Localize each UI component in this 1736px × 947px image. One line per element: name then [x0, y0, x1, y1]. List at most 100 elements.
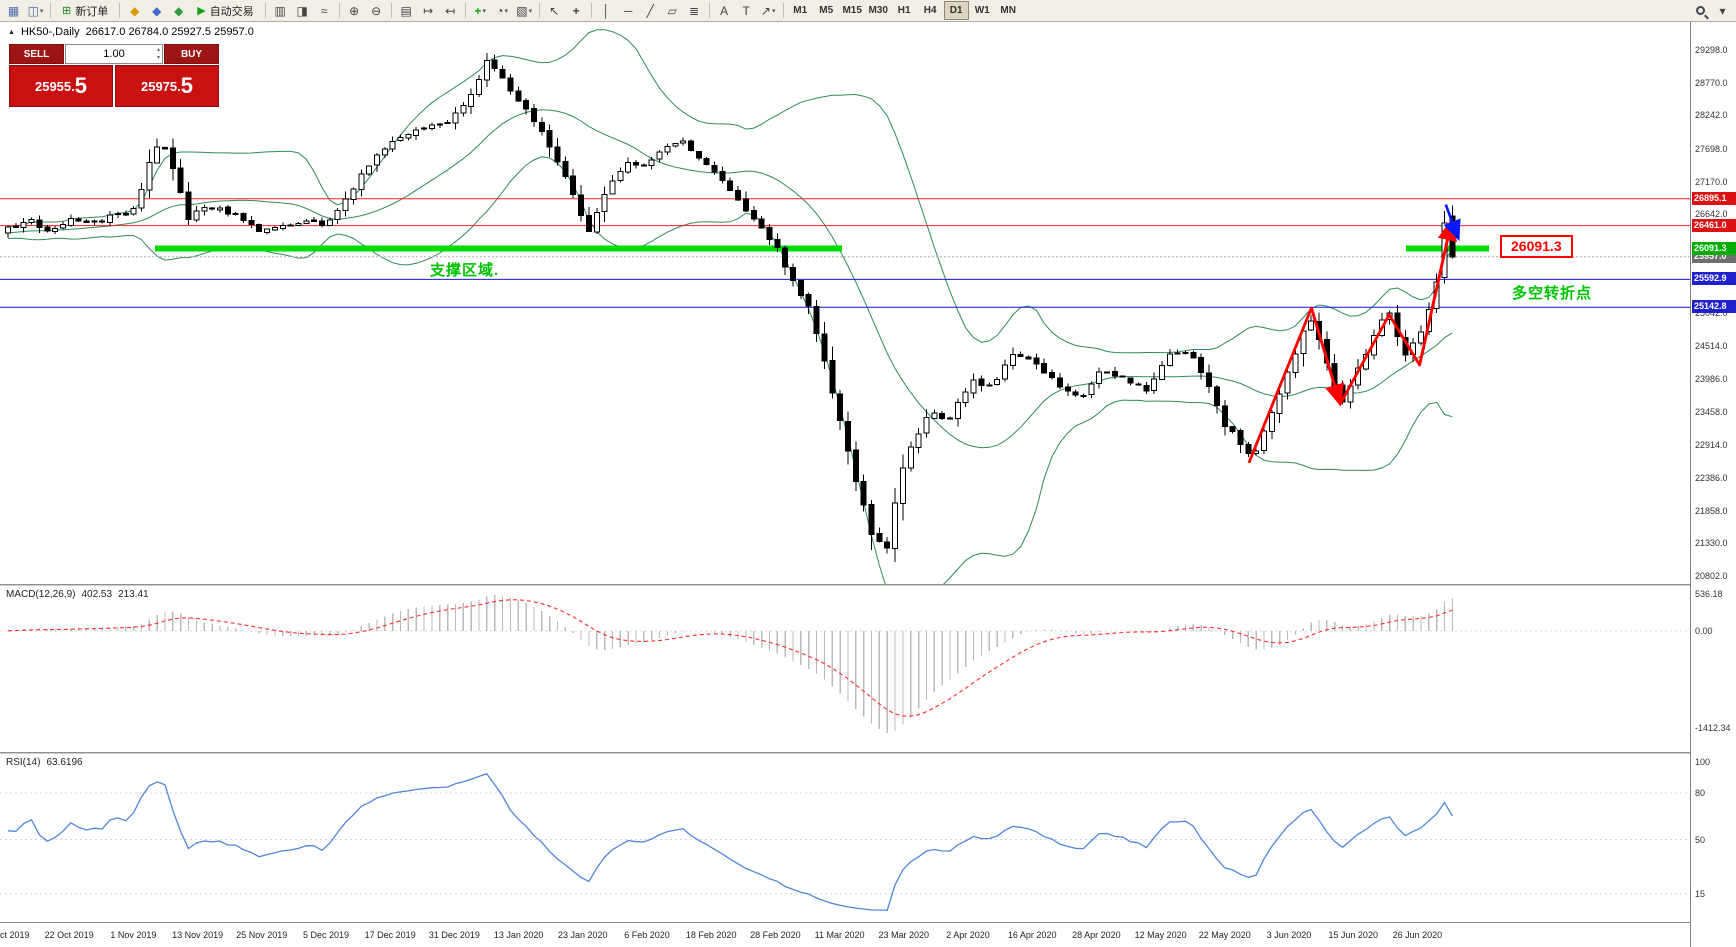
timeframe-m5-button[interactable]: M5 [814, 1, 839, 20]
axis-tick: 25042.0 [1695, 308, 1728, 319]
text-label-icon[interactable]: T [736, 1, 757, 20]
macd-pane[interactable] [0, 586, 1690, 754]
buy-button[interactable]: BUY [164, 44, 219, 64]
date-label: 23 Jan 2020 [558, 930, 608, 940]
chart-title: ▲ HK50-,Daily 26617.0 26784.0 25927.5 25… [8, 26, 254, 38]
axis-tick: 50 [1695, 834, 1706, 845]
timeframe-h1-button[interactable]: H1 [892, 1, 917, 20]
collapse-icon[interactable]: ▲ [8, 28, 15, 36]
crosshair-icon[interactable]: + [566, 1, 587, 20]
date-label: 16 Apr 2020 [1007, 930, 1057, 940]
pane-splitter[interactable] [0, 752, 1690, 754]
toolbar-separator [590, 3, 592, 18]
zoom-out-icon[interactable]: ⊖ [366, 1, 387, 20]
periods-icon[interactable]: ◔ ▾ [492, 1, 513, 20]
axis-tick: 27170.0 [1695, 176, 1728, 187]
line-chart-icon[interactable]: ≈ [314, 1, 335, 20]
rsi-pane[interactable] [0, 754, 1690, 922]
price-badge-26091.3: 26091.3 [1692, 241, 1736, 255]
macd-main-value: 402.53 [81, 589, 113, 600]
timeframe-h4-button[interactable]: H4 [918, 1, 943, 20]
buy-price-button[interactable]: 25975. 5 [115, 65, 219, 107]
stepper-up-icon[interactable]: ▴ [156, 47, 160, 53]
chart-profiles-icon[interactable]: ◫ ▾ [25, 1, 46, 20]
channel-icon[interactable]: ▱ [662, 1, 683, 20]
stepper-down-icon[interactable]: ▾ [156, 55, 160, 61]
volume-stepper[interactable]: ▴ ▾ [157, 46, 160, 62]
support-zone-label[interactable]: 支撑区域. [430, 262, 500, 279]
date-label: 11 Mar 2020 [814, 930, 865, 940]
date-label: 31 Dec 2019 [428, 930, 480, 940]
main-chart[interactable] [0, 22, 1690, 586]
timeframe-m1-button[interactable]: M1 [788, 1, 813, 20]
bar-chart-icon[interactable]: ▥ [270, 1, 291, 20]
cursor-icon[interactable]: ↖ [544, 1, 565, 20]
timeframe-d1-button[interactable]: D1 [943, 1, 969, 20]
toolbar: ▦ ◫ ▾ ⊞ 新订单 ◆ ◆ ◆ ▶ 自动交易 ▥ ◨ ≈ ⊕ ⊖ ▤ ↦ ↤ + ▾ ◔ ▾ ▧ ▾ ↖ + │ ─ ╱ ▱ ≣ A T ↗ ▾… [0, 0, 1736, 22]
text-icon[interactable]: A [714, 1, 735, 20]
candles [5, 53, 1456, 563]
axis-tick: 28770.0 [1695, 77, 1728, 88]
price-badge-26461.0: 26461.0 [1692, 218, 1736, 232]
timeframe-m15-button[interactable]: M15 [840, 1, 865, 20]
axis-tick: 100 [1695, 757, 1711, 767]
pane-splitter[interactable] [0, 584, 1690, 586]
indicators-icon[interactable]: + ▾ [470, 1, 491, 20]
dropdown-arrow-icon: ▾ [39, 7, 44, 15]
new-order-label: 新订单 [75, 5, 109, 18]
dropdown-arrow-icon: ▾ [482, 7, 486, 15]
sell-price-pip: 5 [74, 73, 87, 98]
timeframe-w1-button[interactable]: W1 [970, 1, 995, 20]
tile-windows-icon[interactable]: ▤ [396, 1, 417, 20]
date-label: 3 Jun 2020 [1266, 930, 1312, 940]
horizontal-line-icon[interactable]: ─ [618, 1, 639, 20]
new-order-button[interactable]: ⊞ 新订单 [55, 1, 115, 20]
zoom-in-icon[interactable]: ⊕ [344, 1, 365, 20]
axis-tick: 20802.0 [1695, 570, 1728, 581]
timeframe-mn-button[interactable]: MN [996, 1, 1021, 20]
new-chart-icon[interactable]: ▦ [3, 1, 24, 20]
bollinger-lower-band [7, 156, 1453, 586]
axis-tick: 21330.0 [1695, 538, 1728, 549]
macd-label: MACD(12,26,9) 402.53 213.41 [6, 589, 149, 600]
bollinger-upper-band [7, 29, 1453, 354]
candlestick-chart-icon[interactable]: ◨ [292, 1, 313, 20]
pivot-point-label[interactable]: 多空转折点 [1512, 285, 1593, 302]
toolbar-separator [708, 3, 710, 18]
axis-tick: 26642.0 [1695, 209, 1728, 220]
fibonacci-icon[interactable]: ≣ [684, 1, 705, 20]
signals-icon[interactable]: ◆ [168, 1, 189, 20]
dropdown-arrow-icon: ▾ [504, 7, 509, 15]
trendline-icon[interactable]: ╱ [640, 1, 661, 20]
axis-tick: -1412.34 [1695, 723, 1731, 734]
autotrading-icon: ▶ [197, 5, 206, 17]
timeframe-m30-button[interactable]: M30 [866, 1, 891, 20]
autotrading-button[interactable]: ▶ 自动交易 [190, 1, 260, 20]
auto-scroll-icon[interactable]: ↦ [418, 1, 439, 20]
toolbar-separator [390, 3, 392, 18]
price-tag-26091[interactable]: 26091.3 [1500, 235, 1573, 258]
arrows-icon[interactable]: ↗ ▾ [758, 1, 779, 20]
date-label: 23 Mar 2020 [878, 930, 930, 940]
quick-menu-icon[interactable]: ▾ [1712, 1, 1733, 20]
toolbar-separator [338, 3, 340, 18]
favorites-icon[interactable]: ◆ [124, 1, 145, 20]
sell-price-button[interactable]: 25955. 5 [9, 65, 113, 107]
chart-shift-icon[interactable]: ↤ [440, 1, 461, 20]
date-label: 6 Feb 2020 [624, 930, 670, 940]
volume-field[interactable]: 1.00 ▴ ▾ [65, 44, 163, 64]
price-badge-25592.9: 25592.9 [1692, 272, 1736, 286]
toolbar-separator [538, 3, 540, 18]
ohlc-values: 26617.0 26784.0 25927.5 25957.0 [85, 26, 254, 38]
toolbar-separator [119, 3, 121, 18]
rsi-line [7, 773, 1453, 911]
templates-icon[interactable]: ▧ ▾ [514, 1, 535, 20]
search-icon[interactable] [1690, 1, 1711, 20]
market-icon[interactable]: ◆ [146, 1, 167, 20]
toolbar-separator [464, 3, 466, 18]
symbol-period-label: HK50-,Daily [20, 26, 80, 38]
sell-button[interactable]: SELL [9, 44, 64, 64]
buy-price-int: 25975. [140, 78, 181, 94]
vertical-line-icon[interactable]: │ [596, 1, 617, 20]
